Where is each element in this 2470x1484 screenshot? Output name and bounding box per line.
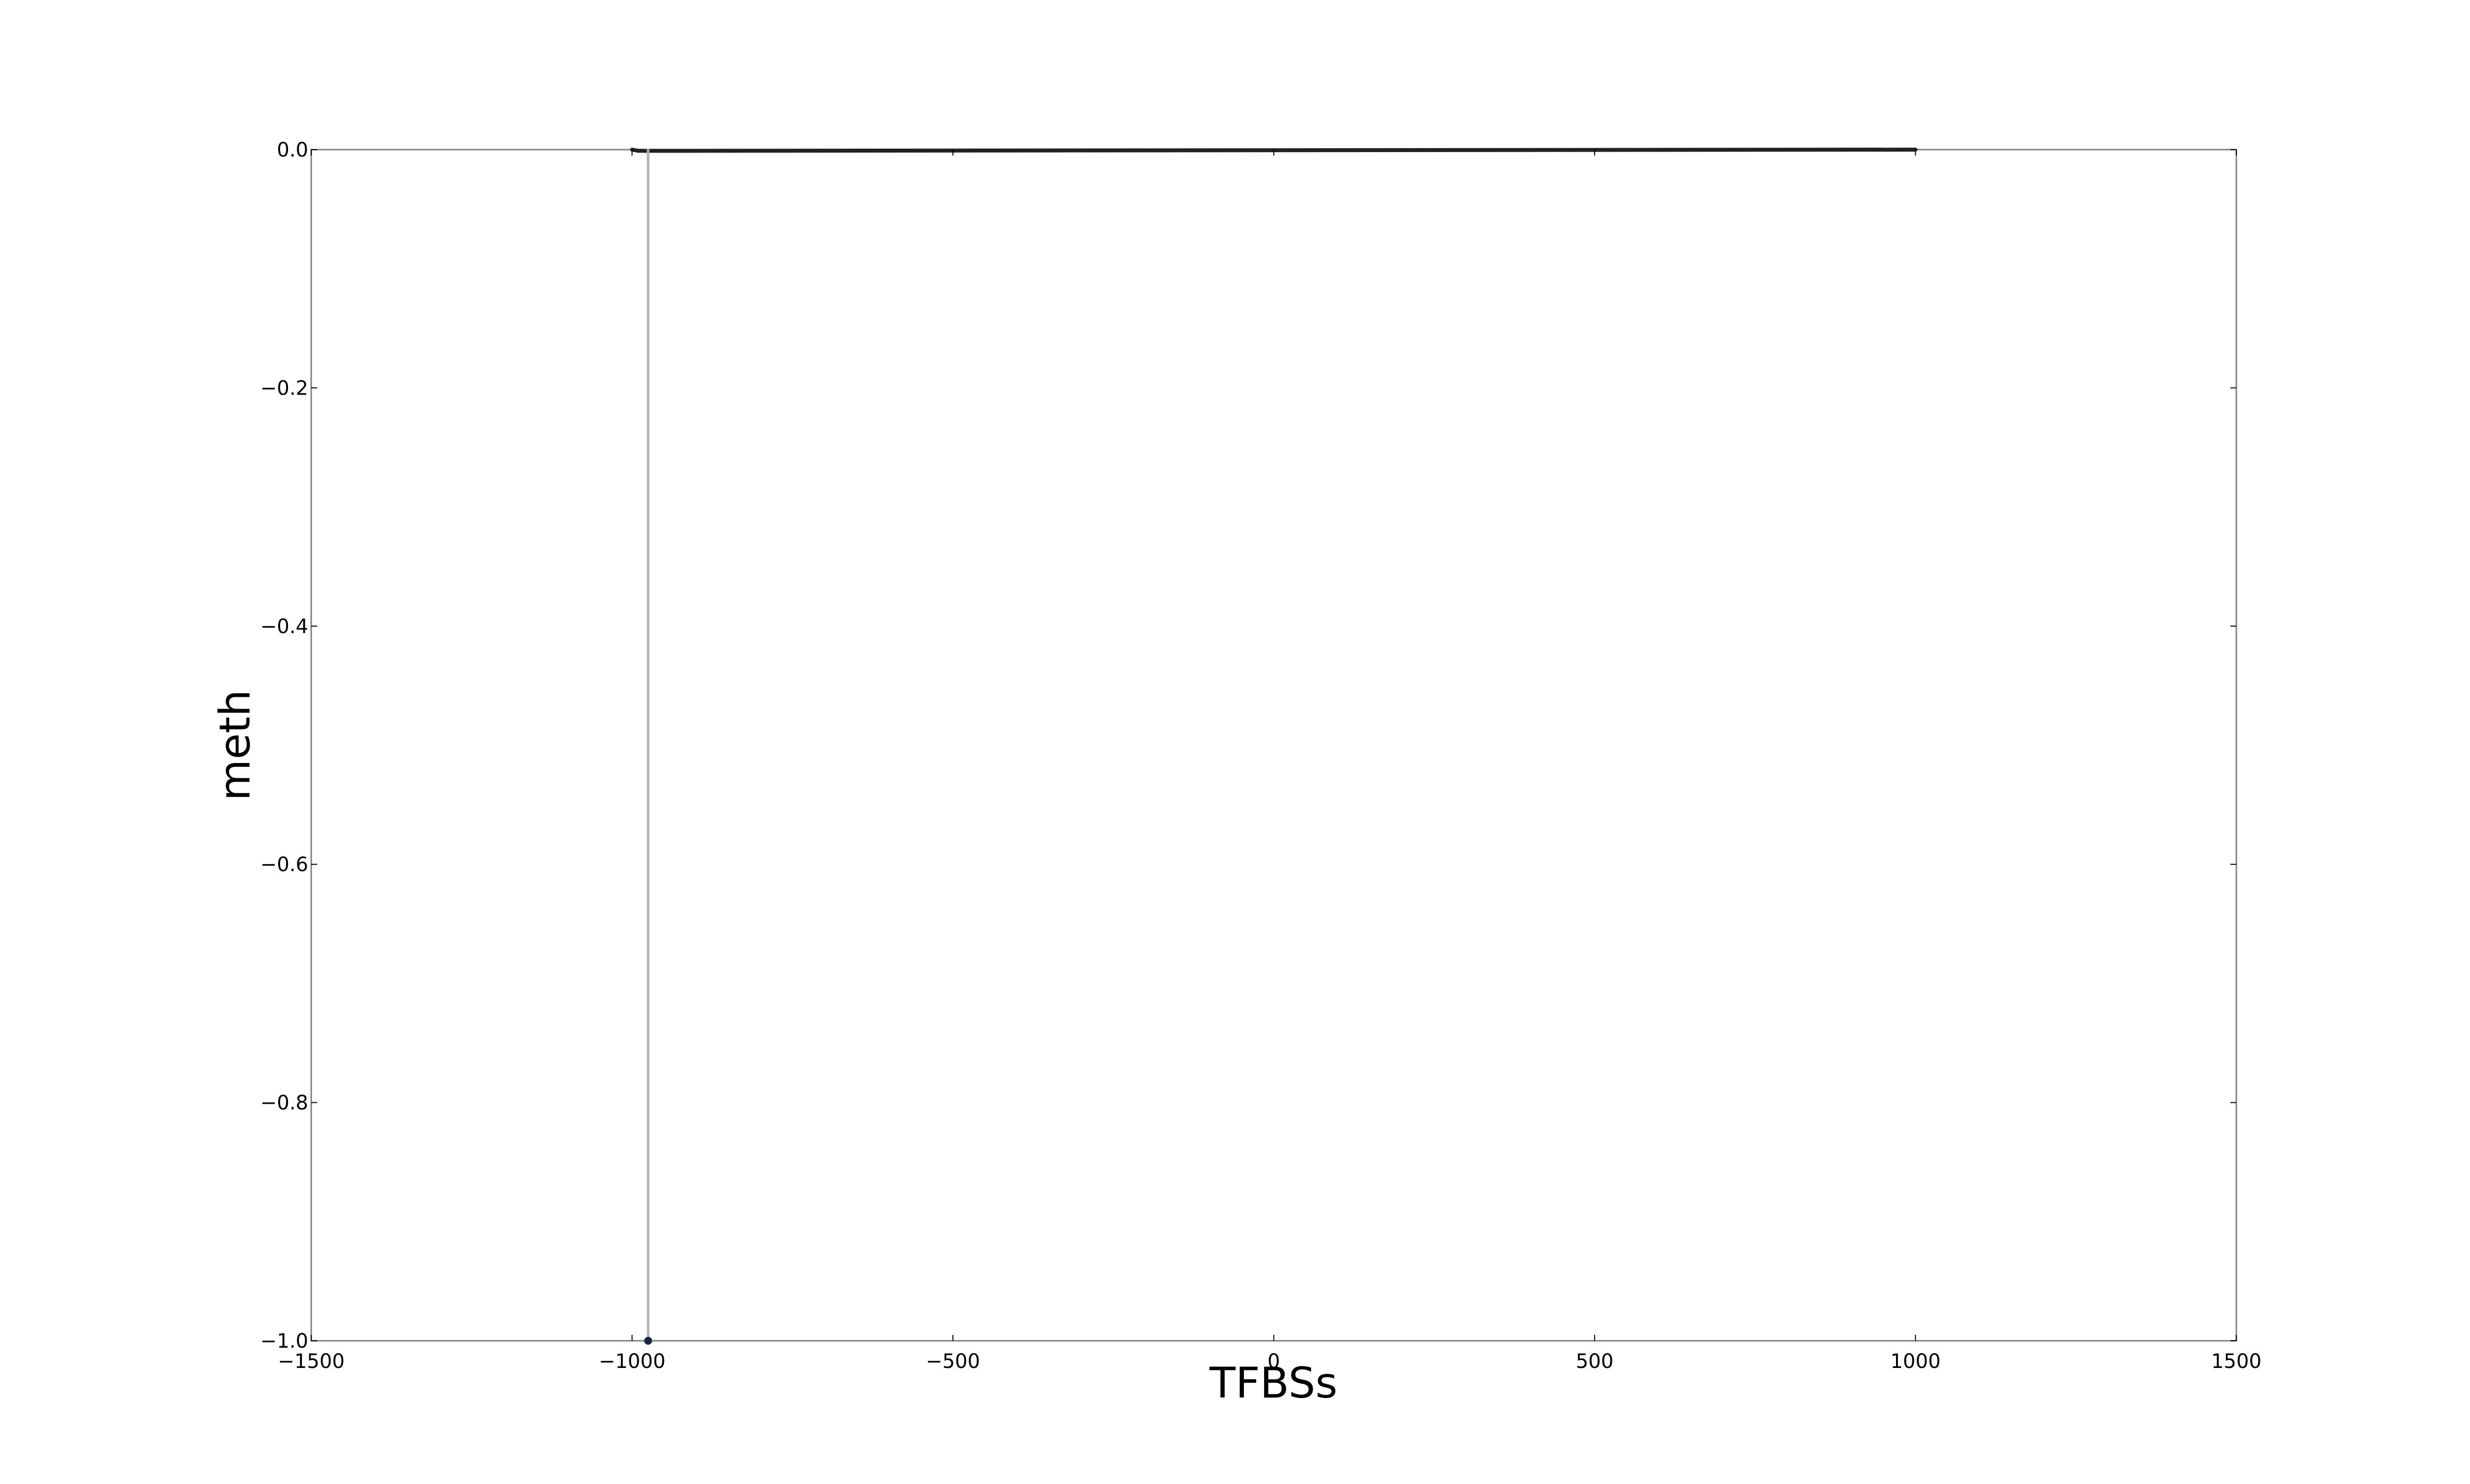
y-tick-label: −1.0 [260,1330,308,1353]
y-tick-label: −0.6 [260,853,308,876]
y-tick-label: −0.4 [260,615,308,638]
x-tick-label: −1000 [599,1350,665,1373]
y-tick-label: 0.0 [277,139,308,161]
x-tick-label: 500 [1576,1350,1613,1373]
x-tick-label: 0 [1268,1350,1280,1373]
y-tick-label: −0.2 [260,377,308,400]
data-point-marker [644,1337,652,1345]
x-tick-label: −500 [926,1350,980,1373]
x-tick-label: 1000 [1891,1350,1941,1373]
series-layer [630,148,1918,1345]
x-tick-label: −1500 [278,1350,344,1373]
ticks-layer: −1500 −1000 −500 0 500 1000 1500 0.0 −0.2 −0.4 −0.… [260,139,2262,1373]
x-tick-label: 1500 [2211,1350,2262,1373]
y-axis-title: meth [210,690,260,801]
plot-area-frame [310,149,2237,1342]
series-line-1 [630,148,1918,153]
x-axis-title: TFBSs [1209,1359,1338,1408]
y-tick-label: −0.8 [260,1092,308,1115]
